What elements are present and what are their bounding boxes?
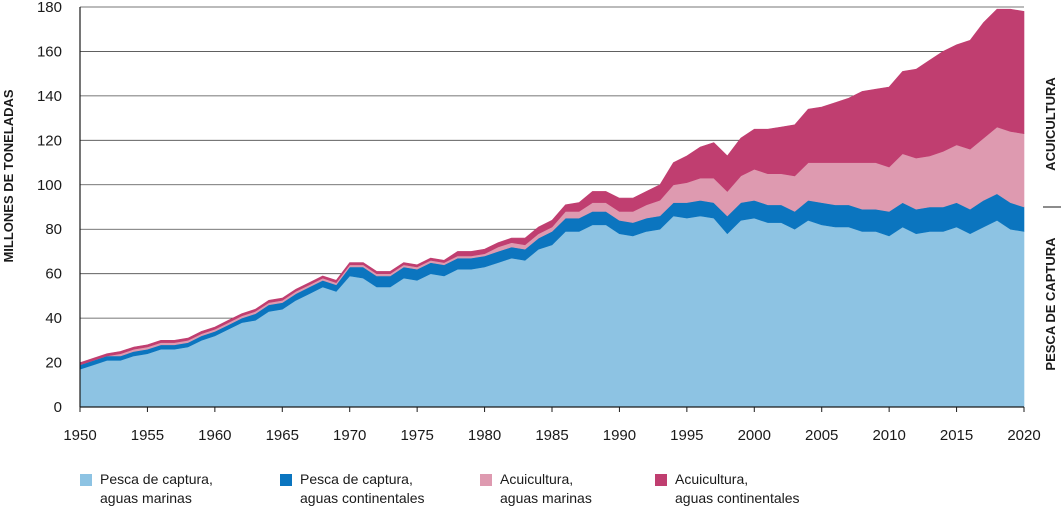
legend-item-marine-aquaculture: Acuicultura, aguas marinas	[480, 470, 592, 508]
y-tick-label: 60	[45, 266, 62, 283]
y-axis-label: MILLONES DE TONELADAS	[1, 89, 16, 262]
legend: Pesca de captura, aguas marinas Pesca de…	[0, 470, 1061, 511]
legend-item-inland-capture: Pesca de captura, aguas continentales	[280, 470, 425, 508]
x-tick-label: 1960	[198, 427, 231, 444]
axes	[79, 7, 1025, 412]
legend-label: Pesca de captura, aguas continentales	[300, 471, 425, 506]
x-tick-label: 1990	[603, 427, 636, 444]
y-tick-label: 40	[45, 310, 62, 327]
y-tick-labels: 0 20 40 60 80 100 120 140 160 180	[37, 0, 62, 416]
x-tick-label: 2020	[1007, 427, 1040, 444]
y-tick-label: 20	[45, 355, 62, 372]
y-tick-label: 180	[37, 0, 62, 16]
x-tick-label: 1955	[131, 427, 164, 444]
x-tick-label: 1985	[535, 427, 568, 444]
legend-item-marine-capture: Pesca de captura, aguas marinas	[80, 470, 213, 508]
x-tick-label: 1950	[63, 427, 96, 444]
stacked-area-chart: 0 20 40 60 80 100 120 140 160 180 1950 1955 1960 196…	[1, 0, 1061, 444]
side-label-aquaculture: ACUICULTURA	[1043, 77, 1058, 171]
y-tick-label: 160	[37, 43, 62, 60]
x-tick-label: 1975	[400, 427, 433, 444]
x-tick-label: 2010	[872, 427, 905, 444]
x-tick-label: 2000	[738, 427, 771, 444]
x-tick-label: 1970	[333, 427, 366, 444]
legend-swatch	[480, 474, 492, 486]
x-tick-labels: 1950 1955 1960 1965 1970 1975 1980 1985 1990 1995…	[63, 427, 1040, 444]
legend-swatch	[655, 474, 667, 486]
x-tick-label: 2005	[805, 427, 838, 444]
x-tick-label: 1965	[266, 427, 299, 444]
y-tick-label: 80	[45, 221, 62, 238]
legend-swatch	[80, 474, 92, 486]
area-acuicultura-aguas-continentales	[79, 8, 1025, 366]
y-tick-label: 0	[54, 399, 62, 416]
legend-label: Acuicultura, aguas continentales	[675, 471, 800, 506]
legend-label: Acuicultura, aguas marinas	[500, 471, 592, 506]
y-tick-label: 140	[37, 88, 62, 105]
side-label-capture: PESCA DE CAPTURA	[1043, 237, 1058, 371]
legend-swatch	[280, 474, 292, 486]
y-tick-label: 100	[37, 177, 62, 194]
series-areas	[79, 8, 1025, 408]
legend-label: Pesca de captura, aguas marinas	[100, 471, 213, 506]
x-tick-label: 2015	[940, 427, 973, 444]
x-tick-label: 1995	[670, 427, 703, 444]
legend-item-inland-aquaculture: Acuicultura, aguas continentales	[655, 470, 800, 508]
x-tick-label: 1980	[468, 427, 501, 444]
y-tick-label: 120	[37, 132, 62, 149]
